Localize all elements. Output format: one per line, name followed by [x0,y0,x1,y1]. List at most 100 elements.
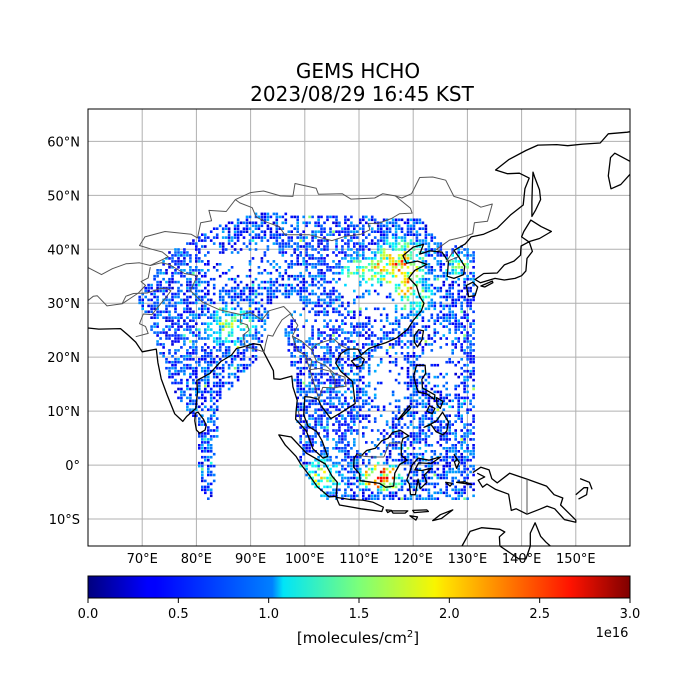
hcho-pixel [320,372,323,376]
map-title: GEMS HCHO [296,59,420,83]
hcho-pixel [329,467,332,471]
hcho-pixel [421,289,425,293]
hcho-pixel [463,435,466,438]
hcho-pixel [209,334,213,337]
hcho-pixel [248,260,252,263]
hcho-pixel [424,328,428,331]
hcho-pixel [376,224,380,228]
hcho-pixel [177,248,180,251]
hcho-pixel [209,390,213,394]
hcho-pixel [308,375,311,379]
hcho-pixel [451,301,454,305]
hcho-pixel [472,266,475,269]
hcho-pixel [308,476,311,480]
hcho-pixel [362,292,365,296]
hcho-pixel [269,236,273,239]
hcho-pixel [320,452,323,456]
hcho-pixel [326,313,329,317]
hcho-pixel [418,221,422,225]
hcho-pixel [427,289,431,293]
hcho-pixel [439,289,443,293]
hcho-pixel [204,458,207,462]
hcho-pixel [350,426,353,429]
hcho-pixel [359,470,362,474]
hcho-pixel [344,218,347,222]
hcho-pixel [463,476,466,480]
hcho-pixel [248,319,252,322]
hcho-pixel [147,289,150,293]
hcho-pixel [400,476,404,480]
hcho-pixel [275,236,279,239]
hcho-pixel [448,295,451,299]
hcho-pixel [415,438,419,441]
hcho-pixel [385,461,389,465]
hcho-pixel [457,405,460,409]
hcho-pixel [463,254,466,257]
hcho-pixel [379,340,383,343]
hcho-pixel [314,470,317,474]
hcho-pixel [308,435,311,438]
hcho-pixel [427,482,431,486]
hcho-pixel [335,455,338,459]
hcho-pixel [177,334,180,337]
hcho-pixel [180,390,183,394]
hcho-pixel [457,271,460,275]
hcho-pixel [207,432,210,435]
hcho-pixel [457,340,460,343]
hcho-pixel [311,280,314,284]
hcho-pixel [260,271,264,275]
hcho-pixel [406,274,410,278]
hcho-pixel [418,447,422,450]
hcho-pixel [385,316,389,319]
hcho-pixel [209,328,213,331]
hcho-pixel [186,387,189,391]
hcho-pixel [379,360,383,364]
hcho-pixel [305,360,308,364]
hcho-pixel [379,479,383,483]
hcho-pixel [415,435,419,438]
hcho-pixel [204,366,207,370]
hcho-pixel [189,399,192,403]
hcho-pixel [254,334,258,337]
hcho-pixel [469,360,472,364]
hcho-pixel [385,239,389,242]
hcho-pixel [409,340,413,343]
hcho-pixel [320,375,323,379]
lat-tick-label: 40°N [47,243,80,258]
hcho-pixel [448,470,451,474]
hcho-pixel [332,381,335,385]
hcho-pixel [370,429,374,432]
hcho-pixel [165,316,168,319]
hcho-pixel [463,286,466,290]
hcho-pixel [403,257,407,260]
hcho-pixel [400,271,404,275]
hcho-pixel [159,337,162,340]
hcho-pixel [430,289,434,293]
hcho-pixel [296,245,299,248]
hcho-pixel [329,337,332,340]
hcho-pixel [150,307,153,311]
hcho-pixel [442,307,446,311]
hcho-pixel [335,218,338,222]
hcho-pixel [373,271,377,275]
hcho-pixel [472,384,475,388]
hcho-pixel [254,295,258,299]
hcho-pixel [254,233,258,236]
hcho-pixel [367,242,371,245]
hcho-pixel [171,280,174,284]
hcho-pixel [373,349,377,352]
hcho-pixel [293,286,296,290]
hcho-pixel [394,491,398,495]
hcho-pixel [305,266,308,269]
hcho-pixel [314,384,317,388]
hcho-pixel [397,447,401,450]
hcho-pixel [299,455,302,459]
hcho-pixel [451,280,454,284]
hcho-pixel [183,390,186,394]
hcho-pixel [293,242,296,245]
hcho-pixel [284,271,288,275]
hcho-pixel [278,236,282,239]
hcho-pixel [201,444,204,447]
hcho-pixel [314,485,317,489]
hcho-pixel [430,408,434,411]
